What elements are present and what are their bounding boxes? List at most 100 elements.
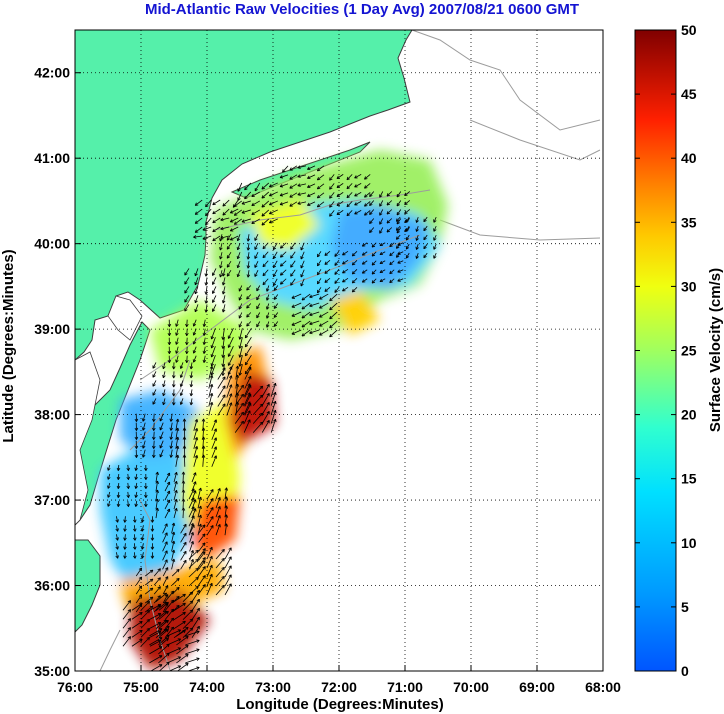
velocity-arrow [226, 261, 232, 268]
velocity-arrow [346, 183, 353, 190]
velocity-arrow [215, 576, 225, 587]
velocity-arrow-head [196, 631, 200, 634]
velocity-arrow [212, 295, 217, 303]
velocity-arrow-head [329, 317, 333, 320]
velocity-arrow-head [175, 445, 179, 449]
velocity-arrow [215, 506, 221, 518]
velocity-arrow-head [138, 576, 142, 579]
velocity-arrow-head [194, 202, 197, 206]
velocity-arrow-head [189, 375, 192, 379]
velocity-arrow-head [324, 272, 328, 274]
velocity-arrow-head [254, 265, 258, 268]
velocity-arrow [219, 252, 223, 260]
velocity-arrow-head [227, 256, 231, 259]
velocity-arrow-head [127, 609, 131, 612]
velocity-arrow-head [224, 523, 227, 527]
velocity-arrow-head [148, 628, 150, 632]
velocity-arrow-head [205, 282, 209, 286]
velocity-arrow [182, 609, 193, 621]
velocity-arrow [116, 534, 119, 541]
velocity-arrow-head [184, 282, 188, 285]
velocity-arrow [354, 183, 362, 188]
velocity-arrow-head [124, 537, 127, 541]
velocity-arrow [226, 366, 232, 380]
velocity-arrow-head [195, 549, 199, 552]
velocity-arrow-head [395, 254, 398, 258]
velocity-arrow [180, 533, 187, 543]
velocity-arrow [317, 287, 322, 294]
velocity-arrow-head [205, 291, 209, 295]
velocity-arrow-head [217, 515, 221, 518]
velocity-arrow-head [193, 481, 196, 484]
velocity-arrow-head [107, 494, 109, 498]
velocity-arrow-head [237, 383, 240, 387]
velocity-arrow-head [212, 309, 216, 312]
velocity-arrow-head [346, 178, 350, 181]
velocity-arrow [364, 192, 371, 198]
velocity-arrow-head [183, 594, 186, 598]
velocity-arrow-head [389, 245, 393, 248]
velocity-arrow [261, 218, 270, 226]
velocity-arrow [142, 413, 146, 422]
velocity-arrow-head [219, 256, 221, 260]
velocity-arrow-head [251, 211, 254, 215]
velocity-arrow-head [254, 189, 258, 192]
land-virginia [75, 539, 101, 633]
velocity-arrow [280, 269, 287, 276]
velocity-arrow [256, 312, 261, 319]
lon-tick-label: 69:00 [519, 679, 555, 695]
velocity-arrow [237, 182, 243, 192]
velocity-arrow-head [219, 274, 221, 278]
velocity-arrow-head [196, 667, 200, 670]
velocity-arrow-head [171, 549, 175, 553]
velocity-arrow [273, 303, 279, 309]
velocity-arrow-head [329, 299, 333, 302]
velocity-arrow [208, 366, 213, 380]
velocity-arrow [182, 591, 193, 603]
velocity-arrow [301, 302, 311, 310]
velocity-arrow [124, 552, 126, 559]
velocity-arrow [386, 191, 393, 197]
velocity-arrow [193, 337, 197, 345]
velocity-arrow-head [195, 558, 199, 561]
velocity-arrow-head [203, 360, 207, 363]
velocity-arrow [329, 174, 335, 181]
velocity-arrow-head [194, 220, 197, 224]
velocity-arrow [217, 367, 226, 380]
velocity-arrow [155, 471, 158, 483]
velocity-arrow [273, 294, 279, 300]
velocity-arrow-head [140, 519, 143, 523]
velocity-arrow-head [134, 494, 137, 498]
velocity-arrow-head [319, 323, 322, 327]
velocity-arrow-head [386, 193, 389, 197]
velocity-arrow-head [183, 550, 187, 554]
velocity-arrow-head [124, 528, 127, 532]
velocity-arrow [170, 449, 173, 458]
velocity-arrow [379, 209, 384, 216]
velocity-arrow-head [433, 247, 437, 250]
velocity-arrow [423, 252, 428, 259]
velocity-arrow-head [317, 291, 321, 294]
velocity-arrow-head [262, 274, 266, 277]
velocity-arrow [127, 473, 129, 480]
velocity-arrow [262, 260, 269, 268]
velocity-arrow-head [134, 476, 137, 480]
velocity-arrow [329, 183, 335, 190]
velocity-arrow-head [279, 195, 284, 197]
velocity-arrow [246, 303, 252, 309]
velocity-arrow [198, 533, 206, 543]
velocity-arrow [153, 440, 155, 449]
velocity-arrow-head [195, 585, 199, 588]
velocity-arrow [131, 603, 143, 611]
velocity-arrow [173, 499, 178, 510]
velocity-arrow-head [167, 332, 170, 336]
velocity-arrow [396, 218, 402, 225]
velocity-arrow [256, 321, 261, 328]
velocity-arrow-head [210, 516, 214, 519]
velocity-arrow-head [244, 197, 248, 200]
velocity-arrow-head [192, 559, 194, 563]
velocity-arrow-head [275, 383, 277, 387]
velocity-arrow [182, 627, 193, 639]
velocity-arrow-head [351, 280, 354, 284]
velocity-arrow [297, 183, 307, 187]
